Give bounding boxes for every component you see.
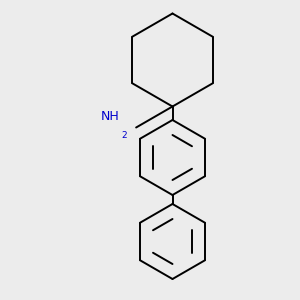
Text: 2: 2: [121, 131, 127, 140]
Text: NH: NH: [101, 110, 120, 123]
